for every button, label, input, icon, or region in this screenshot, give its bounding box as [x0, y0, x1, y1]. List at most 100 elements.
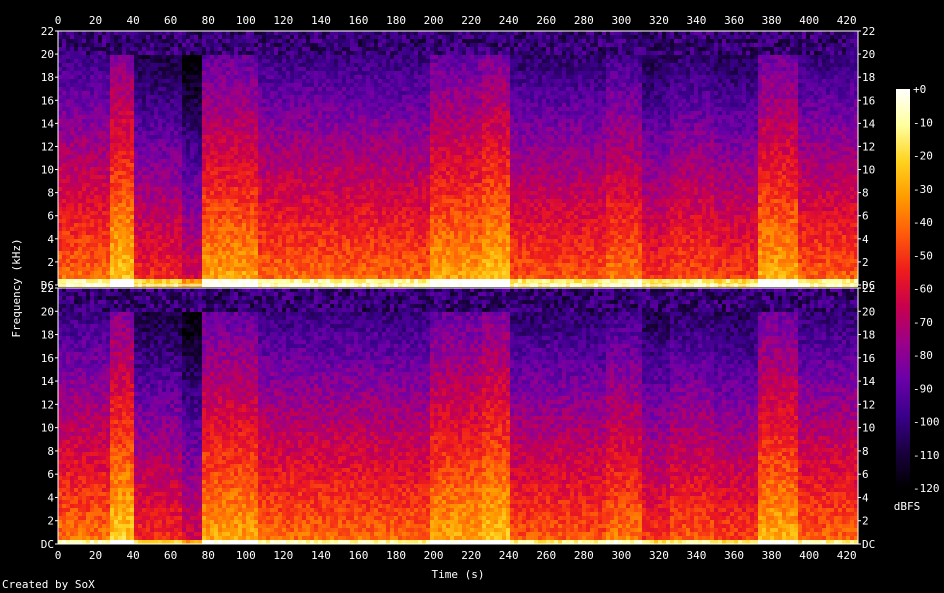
spectrogram-cell	[98, 59, 102, 63]
spectrogram-cell	[138, 267, 142, 271]
spectrogram-cell	[146, 263, 150, 267]
spectrogram-cell	[210, 135, 214, 139]
spectrogram-cell	[306, 231, 310, 235]
spectrogram-cell	[354, 83, 358, 87]
spectrogram-cell	[134, 231, 138, 235]
spectrogram-cell	[62, 219, 66, 223]
spectrogram-cell	[82, 47, 86, 51]
spectrogram-cell	[210, 255, 214, 259]
spectrogram-cell	[274, 139, 278, 143]
spectrogram-cell	[146, 147, 150, 151]
spectrogram-cell	[102, 275, 106, 279]
spectrogram-cell	[230, 39, 234, 43]
spectrogram-cell	[222, 95, 226, 99]
spectrogram-cell	[182, 259, 186, 263]
spectrogram-cell	[358, 87, 362, 91]
spectrogram-cell	[266, 43, 270, 47]
spectrogram-cell	[126, 115, 130, 119]
spectrogram-cell	[258, 99, 262, 103]
spectrogram-cell	[302, 71, 306, 75]
spectrogram-cell	[82, 51, 86, 55]
spectrogram-cell	[354, 175, 358, 179]
spectrogram-cell	[366, 203, 370, 207]
spectrogram-cell	[342, 155, 346, 159]
spectrogram-cell	[306, 91, 310, 95]
spectrogram-cell	[262, 243, 266, 247]
spectrogram-cell	[98, 251, 102, 255]
spectrogram-cell	[266, 195, 270, 199]
spectrogram-cell	[158, 207, 162, 211]
spectrogram-cell	[182, 179, 186, 183]
spectrogram-cell	[70, 187, 74, 191]
spectrogram-cell	[238, 239, 242, 243]
spectrogram-cell	[58, 103, 62, 107]
spectrogram-cell	[350, 63, 354, 67]
spectrogram-cell	[138, 119, 142, 123]
spectrogram-cell	[238, 267, 242, 271]
spectrogram-cell	[142, 111, 146, 115]
spectrogram-cell	[222, 187, 226, 191]
spectrogram-cell	[210, 79, 214, 83]
spectrogram-cell	[122, 235, 126, 239]
spectrogram-cell	[326, 83, 330, 87]
spectrogram-cell	[242, 235, 246, 239]
spectrogram-cell	[186, 187, 190, 191]
spectrogram-cell	[206, 219, 210, 223]
spectrogram-cell	[62, 87, 66, 91]
spectrogram-cell	[366, 211, 370, 215]
spectrogram-cell	[238, 279, 242, 283]
spectrogram-cell	[198, 31, 202, 35]
spectrogram-cell	[282, 115, 286, 119]
spectrogram-cell	[138, 107, 142, 111]
spectrogram-cell	[362, 275, 366, 279]
spectrogram-cell	[338, 123, 342, 127]
spectrogram-cell	[278, 263, 282, 267]
spectrogram-cell	[146, 135, 150, 139]
spectrogram-cell	[166, 235, 170, 239]
spectrogram-cell	[190, 43, 194, 47]
spectrogram-cell	[274, 123, 278, 127]
spectrogram-cell	[178, 199, 182, 203]
spectrogram-cell	[218, 267, 222, 271]
spectrogram-cell	[194, 31, 198, 35]
spectrogram-cell	[210, 247, 214, 251]
spectrogram-cell	[114, 223, 118, 227]
spectrogram-cell	[218, 227, 222, 231]
spectrogram-cell	[366, 83, 370, 87]
spectrogram-cell	[358, 39, 362, 43]
spectrogram-cell	[350, 55, 354, 59]
spectrogram-cell	[290, 255, 294, 259]
spectrogram-cell	[90, 267, 94, 271]
spectrogram-cell	[58, 143, 62, 147]
spectrogram-cell	[110, 187, 114, 191]
spectrogram-cell	[250, 135, 254, 139]
spectrogram-cell	[78, 231, 82, 235]
spectrogram-cell	[242, 163, 246, 167]
spectrogram-cell	[114, 91, 118, 95]
spectrogram-cell	[198, 59, 202, 63]
spectrogram-cell	[106, 71, 110, 75]
spectrogram-cell	[130, 91, 134, 95]
spectrogram-cell	[134, 63, 138, 67]
spectrogram-cell	[66, 115, 70, 119]
spectrogram-cell	[270, 83, 274, 87]
spectrogram-cell	[210, 71, 214, 75]
spectrogram-cell	[190, 243, 194, 247]
spectrogram-cell	[226, 51, 230, 55]
spectrogram-cell	[242, 275, 246, 279]
spectrogram-cell	[170, 211, 174, 215]
spectrogram-cell	[270, 211, 274, 215]
spectrogram-cell	[70, 207, 74, 211]
spectrogram-cell	[178, 55, 182, 59]
spectrogram-cell	[126, 107, 130, 111]
spectrogram-cell	[226, 187, 230, 191]
spectrogram-cell	[342, 71, 346, 75]
spectrogram-cell	[114, 215, 118, 219]
spectrogram-cell	[186, 87, 190, 91]
spectrogram-cell	[66, 191, 70, 195]
spectrogram-cell	[106, 83, 110, 87]
spectrogram-cell	[358, 155, 362, 159]
spectrogram-cell	[78, 47, 82, 51]
spectrogram-cell	[118, 111, 122, 115]
spectrogram-cell	[330, 119, 334, 123]
